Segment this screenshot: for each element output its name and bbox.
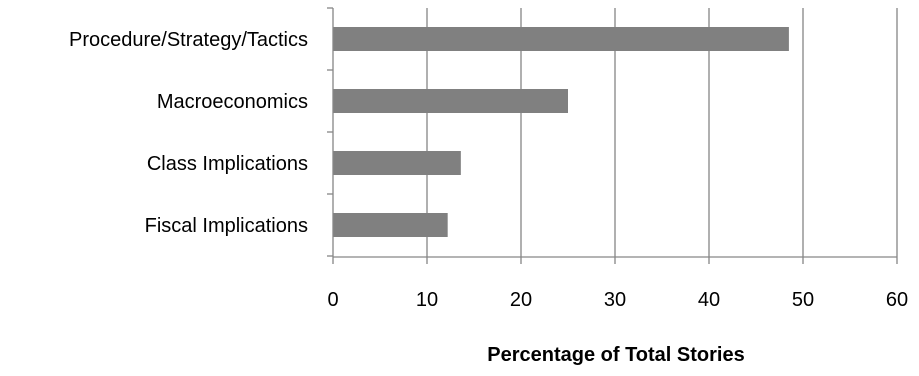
bar-1 bbox=[333, 89, 568, 113]
x-tick-label: 30 bbox=[604, 289, 626, 311]
x-axis-title: Percentage of Total Stories bbox=[487, 344, 744, 366]
category-label: Fiscal Implications bbox=[145, 215, 308, 237]
category-label: Macroeconomics bbox=[157, 91, 308, 113]
x-tick-label: 40 bbox=[698, 289, 720, 311]
bar-0 bbox=[333, 27, 789, 51]
x-tick-label: 0 bbox=[327, 289, 338, 311]
bar-3 bbox=[333, 213, 448, 237]
category-labels: Procedure/Strategy/Tactics Macroeconomics… bbox=[69, 29, 308, 237]
x-tick-label: 50 bbox=[792, 289, 814, 311]
x-tick-labels: 0 10 20 30 40 50 60 bbox=[327, 289, 908, 311]
x-tick-label: 60 bbox=[886, 289, 908, 311]
axes bbox=[327, 7, 898, 264]
category-label: Procedure/Strategy/Tactics bbox=[69, 29, 308, 51]
x-tick-label: 20 bbox=[510, 289, 532, 311]
x-tick-label: 10 bbox=[416, 289, 438, 311]
bar-2 bbox=[333, 151, 461, 175]
category-label: Class Implications bbox=[147, 153, 308, 175]
bars bbox=[333, 27, 789, 237]
